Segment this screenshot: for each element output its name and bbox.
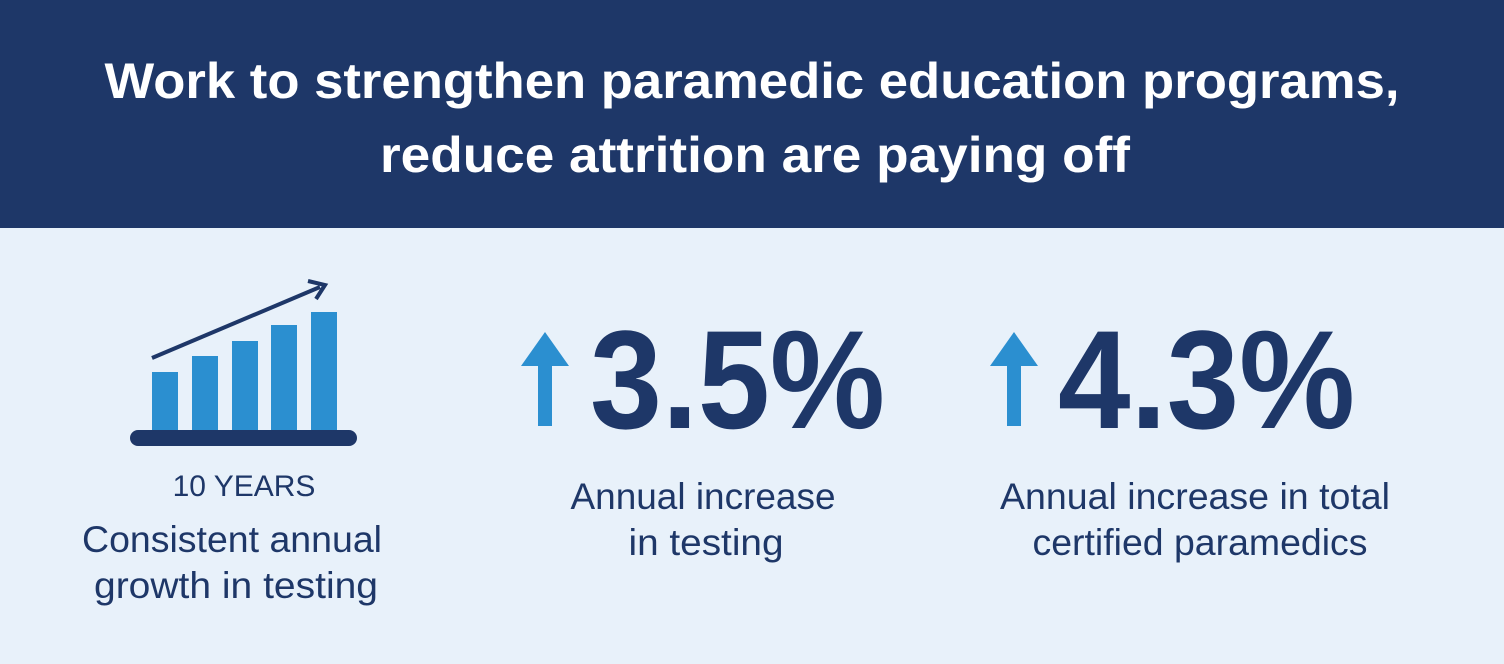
stat-caption: growth in testing: [94, 565, 378, 606]
stat-caption: Annual increase in total: [1000, 476, 1390, 517]
growth-icon: [130, 279, 357, 446]
stat-caption: in testing: [629, 522, 784, 563]
stat-caption: Consistent annual: [82, 519, 382, 560]
stat-caption: Annual increase: [571, 476, 836, 517]
title-line: Work to strengthen paramedic education p…: [105, 53, 1400, 109]
header-band: [0, 0, 1504, 228]
title-line: reduce attrition are paying off: [380, 127, 1130, 183]
stat-caption: certified paramedics: [1033, 522, 1368, 563]
up-arrow: [990, 332, 1038, 426]
stat-label: 10 YEARS: [173, 470, 316, 503]
up-arrow: [521, 332, 569, 426]
stat-value: 4.3%: [1058, 301, 1355, 458]
stat-value: 3.5%: [590, 301, 885, 458]
